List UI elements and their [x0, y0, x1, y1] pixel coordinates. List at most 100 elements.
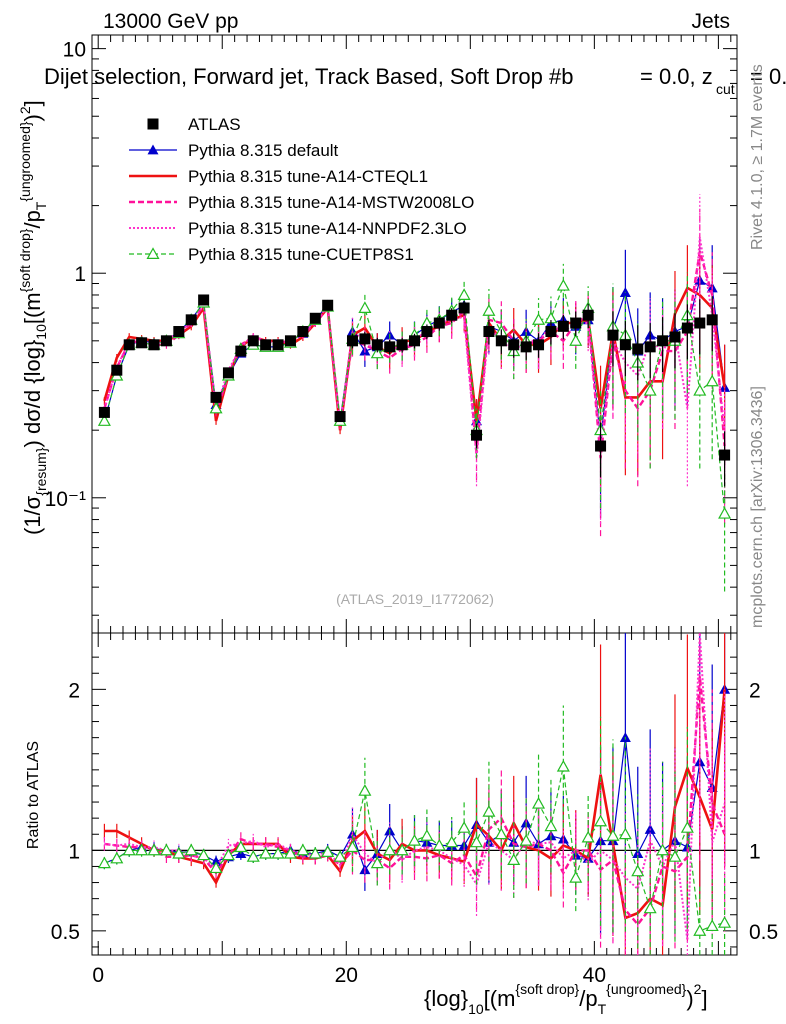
data-point: [595, 440, 607, 452]
energy-label: 13000 GeV pp: [103, 10, 238, 33]
data-point: [483, 326, 495, 338]
data-point: [284, 335, 296, 347]
legend-entry: Pythia 8.315 tune-A14-MSTW2008LO: [129, 193, 474, 212]
data-point: [482, 804, 496, 817]
data-point: [705, 374, 719, 387]
data-point: [706, 314, 718, 326]
x-tick-label: 0: [92, 964, 104, 987]
legend-entry: Pythia 8.315 tune-A14-CTEQL1: [129, 167, 428, 186]
data-point: [370, 856, 384, 869]
legend-entry: Pythia 8.315 tune-CUETP8S1: [129, 245, 414, 264]
data-point: [643, 901, 657, 914]
legend-label: Pythia 8.315 default: [188, 141, 339, 160]
data-point: [570, 317, 582, 329]
data-point: [358, 784, 372, 796]
data-point: [222, 367, 234, 379]
plot-title: Dijet selection, Forward jet, Track Base…: [44, 64, 573, 89]
series-line: [103, 283, 726, 514]
data-point: [581, 830, 595, 843]
ratio-y-tick-label-left: 2: [68, 679, 80, 702]
ratio-y-tick-label-right: 2: [749, 679, 761, 702]
data-point: [669, 331, 681, 343]
x-tick-label: 20: [335, 964, 358, 987]
data-point: [296, 843, 310, 856]
data-point: [358, 301, 372, 313]
data-point: [234, 840, 248, 853]
main-y-tick-label: 1: [74, 263, 86, 286]
data-point: [557, 320, 569, 332]
data-point: [159, 843, 173, 856]
ratio-y-axis-label: Ratio to ATLAS: [25, 741, 42, 849]
ratio-y-tick-label-left: 0.5: [51, 921, 80, 944]
series-line: [104, 689, 726, 920]
data-point: [384, 341, 396, 353]
data-point: [111, 364, 123, 376]
main-plot-series: [97, 194, 732, 592]
data-point: [283, 846, 297, 859]
data-point: [719, 449, 731, 461]
legend-label: Pythia 8.315 tune-A14-MSTW2008LO: [188, 193, 474, 212]
data-point: [221, 848, 235, 861]
data-point: [507, 853, 521, 866]
ratio-panel-frame: [91, 632, 738, 956]
data-point: [370, 346, 384, 359]
ratio-plot-series: [97, 632, 732, 955]
data-point: [668, 850, 682, 862]
data-point: [693, 383, 707, 396]
data-point: [618, 827, 632, 840]
ratio-axis-ticks: 0.5 0.51 12 20 20 40: [51, 633, 778, 987]
svg-text:{log}10[(m{soft drop}/pT{ungro: {log}10[(m{soft drop}/pT{ungroomed})2]: [424, 981, 708, 1017]
data-point: [433, 317, 445, 329]
plot-title-subscript: cut: [716, 81, 735, 97]
data-point: [98, 406, 110, 418]
data-point: [160, 335, 172, 347]
data-point: [333, 850, 347, 862]
data-point: [607, 329, 619, 341]
data-point: [110, 851, 124, 864]
data-point: [631, 864, 645, 877]
x-tick-label: 40: [583, 964, 606, 987]
data-point: [345, 840, 360, 853]
rivet-label: Rivet 4.1.0, ≥ 1.7M events: [749, 64, 766, 250]
data-point: [172, 846, 186, 859]
data-point: [656, 843, 670, 856]
data-point: [445, 835, 459, 848]
series-atlas: [98, 294, 731, 487]
ratio-series-pythia-8-315-default: [98, 633, 731, 941]
main-y-axis-label: (1/σ{resum}) dσ/d {log}10[(m{soft drop}/…: [17, 100, 49, 535]
data-point: [644, 341, 656, 353]
ratio-y-tick-label-right: 1: [749, 840, 761, 863]
data-point: [409, 335, 420, 347]
data-point: [308, 846, 322, 859]
data-point: [135, 843, 149, 856]
data-point: [569, 334, 583, 346]
data-point: [209, 861, 223, 874]
plot-title-end: = 0.: [750, 64, 786, 89]
data-point: [235, 345, 247, 357]
data-point: [457, 821, 471, 833]
data-point: [446, 309, 458, 321]
data-point: [396, 339, 408, 351]
data-point: [210, 856, 222, 867]
series-pythia-8-315-default: [98, 237, 731, 519]
data-point: [272, 339, 284, 351]
data-point: [619, 287, 631, 297]
plot-title-tail: = 0.0, z: [640, 64, 713, 89]
data-point: [594, 814, 608, 827]
data-point: [184, 843, 198, 856]
data-point: [494, 827, 508, 840]
data-point: [147, 843, 161, 856]
data-point: [383, 843, 397, 856]
data-point: [657, 335, 669, 347]
data-point: [519, 833, 533, 846]
data-point: [458, 302, 470, 314]
legend-label: Pythia 8.315 tune-CUETP8S1: [188, 245, 414, 264]
data-point: [457, 288, 471, 300]
data-point: [482, 304, 496, 316]
data-point: [705, 919, 719, 932]
svg-text:(1/σ{resum}) dσ/d {log}10[(m{s: (1/σ{resum}) dσ/d {log}10[(m{soft drop}/…: [17, 100, 49, 535]
ratio-y-tick-label-left: 1: [68, 840, 80, 863]
data-point: [471, 429, 483, 441]
data-point: [260, 339, 272, 351]
